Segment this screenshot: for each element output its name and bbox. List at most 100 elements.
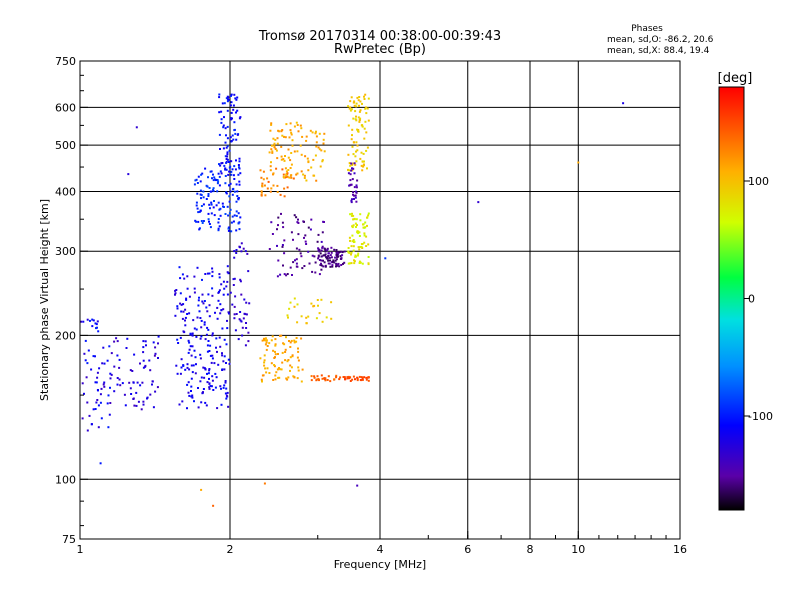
- data-point: [211, 357, 214, 360]
- data-point: [295, 258, 298, 261]
- data-point: [142, 366, 145, 369]
- data-point: [176, 338, 179, 341]
- data-point: [223, 368, 226, 371]
- data-point: [190, 377, 193, 380]
- data-point: [300, 127, 303, 130]
- data-point: [318, 148, 321, 151]
- data-point: [218, 93, 221, 96]
- data-point: [198, 296, 200, 299]
- data-point: [284, 167, 287, 170]
- data-point: [358, 104, 360, 107]
- data-point: [358, 120, 361, 123]
- data-point: [211, 287, 214, 290]
- data-point: [208, 377, 210, 380]
- data-point: [357, 246, 360, 249]
- data-point: [349, 106, 352, 109]
- data-point: [182, 330, 185, 333]
- data-point: [269, 190, 272, 193]
- data-point: [101, 362, 104, 365]
- data-point: [322, 138, 325, 141]
- data-point: [186, 275, 189, 278]
- data-point: [196, 266, 199, 269]
- data-point: [230, 221, 233, 224]
- data-point: [273, 146, 276, 149]
- data-point: [351, 226, 354, 229]
- data-point: [296, 321, 299, 324]
- data-point: [235, 214, 238, 217]
- data-point: [238, 167, 241, 170]
- data-point: [209, 190, 212, 193]
- data-point: [335, 258, 338, 261]
- data-point: [208, 304, 211, 307]
- data-point: [232, 104, 235, 107]
- data-point: [99, 393, 102, 396]
- data-point: [352, 101, 355, 104]
- data-point: [290, 231, 293, 234]
- data-point: [95, 323, 98, 326]
- data-point: [215, 337, 218, 340]
- data-point: [274, 378, 277, 381]
- data-point: [226, 125, 229, 128]
- data-point: [205, 198, 208, 200]
- data-point: [352, 117, 355, 120]
- x-axis-label: Frequency [MHz]: [334, 558, 426, 571]
- data-point: [87, 349, 90, 352]
- data-point: [296, 303, 299, 306]
- data-point: [365, 131, 368, 134]
- data-point: [279, 334, 281, 337]
- data-point: [313, 255, 316, 258]
- data-point: [358, 262, 361, 264]
- data-point: [129, 387, 132, 390]
- x-tick-label: 10: [571, 543, 585, 556]
- data-point: [261, 374, 264, 377]
- data-point: [354, 194, 357, 197]
- data-point: [299, 252, 302, 255]
- data-point: [277, 129, 280, 132]
- data-point: [352, 375, 355, 378]
- data-point: [279, 193, 282, 196]
- data-point: [203, 321, 206, 324]
- data-point: [200, 173, 203, 176]
- data-point: [359, 118, 361, 121]
- data-point: [212, 389, 215, 391]
- data-point: [149, 369, 152, 372]
- data-point: [142, 403, 145, 406]
- data-point: [316, 375, 319, 378]
- data-point: [359, 219, 362, 222]
- data-point: [183, 277, 186, 280]
- data-point: [218, 184, 221, 187]
- data-point: [88, 414, 91, 417]
- data-point: [367, 263, 370, 266]
- data-point: [186, 287, 189, 290]
- data-point: [339, 376, 342, 379]
- data-point: [319, 252, 322, 255]
- data-point: [292, 177, 295, 180]
- data-point: [270, 339, 273, 342]
- data-point: [226, 109, 229, 112]
- data-point: [205, 333, 208, 336]
- data-point: [300, 170, 303, 173]
- data-point: [261, 182, 264, 185]
- data-point: [233, 317, 236, 320]
- data-point: [282, 173, 285, 176]
- data-point: [100, 387, 103, 390]
- data-point: [337, 255, 339, 258]
- data-point: [284, 351, 287, 353]
- data-point: [232, 278, 235, 281]
- data-point: [226, 391, 229, 394]
- data-point: [277, 224, 279, 227]
- data-point: [270, 362, 273, 365]
- data-point: [266, 345, 269, 347]
- data-point: [307, 315, 310, 318]
- data-point: [228, 184, 231, 187]
- data-point: [95, 401, 98, 404]
- data-point: [358, 248, 361, 251]
- data-point: [238, 180, 241, 183]
- data-point: [353, 162, 356, 165]
- data-point: [188, 368, 191, 371]
- data-point: [230, 173, 233, 176]
- data-point: [231, 188, 234, 191]
- data-point: [209, 385, 212, 387]
- data-point: [315, 179, 318, 182]
- data-point: [281, 351, 284, 354]
